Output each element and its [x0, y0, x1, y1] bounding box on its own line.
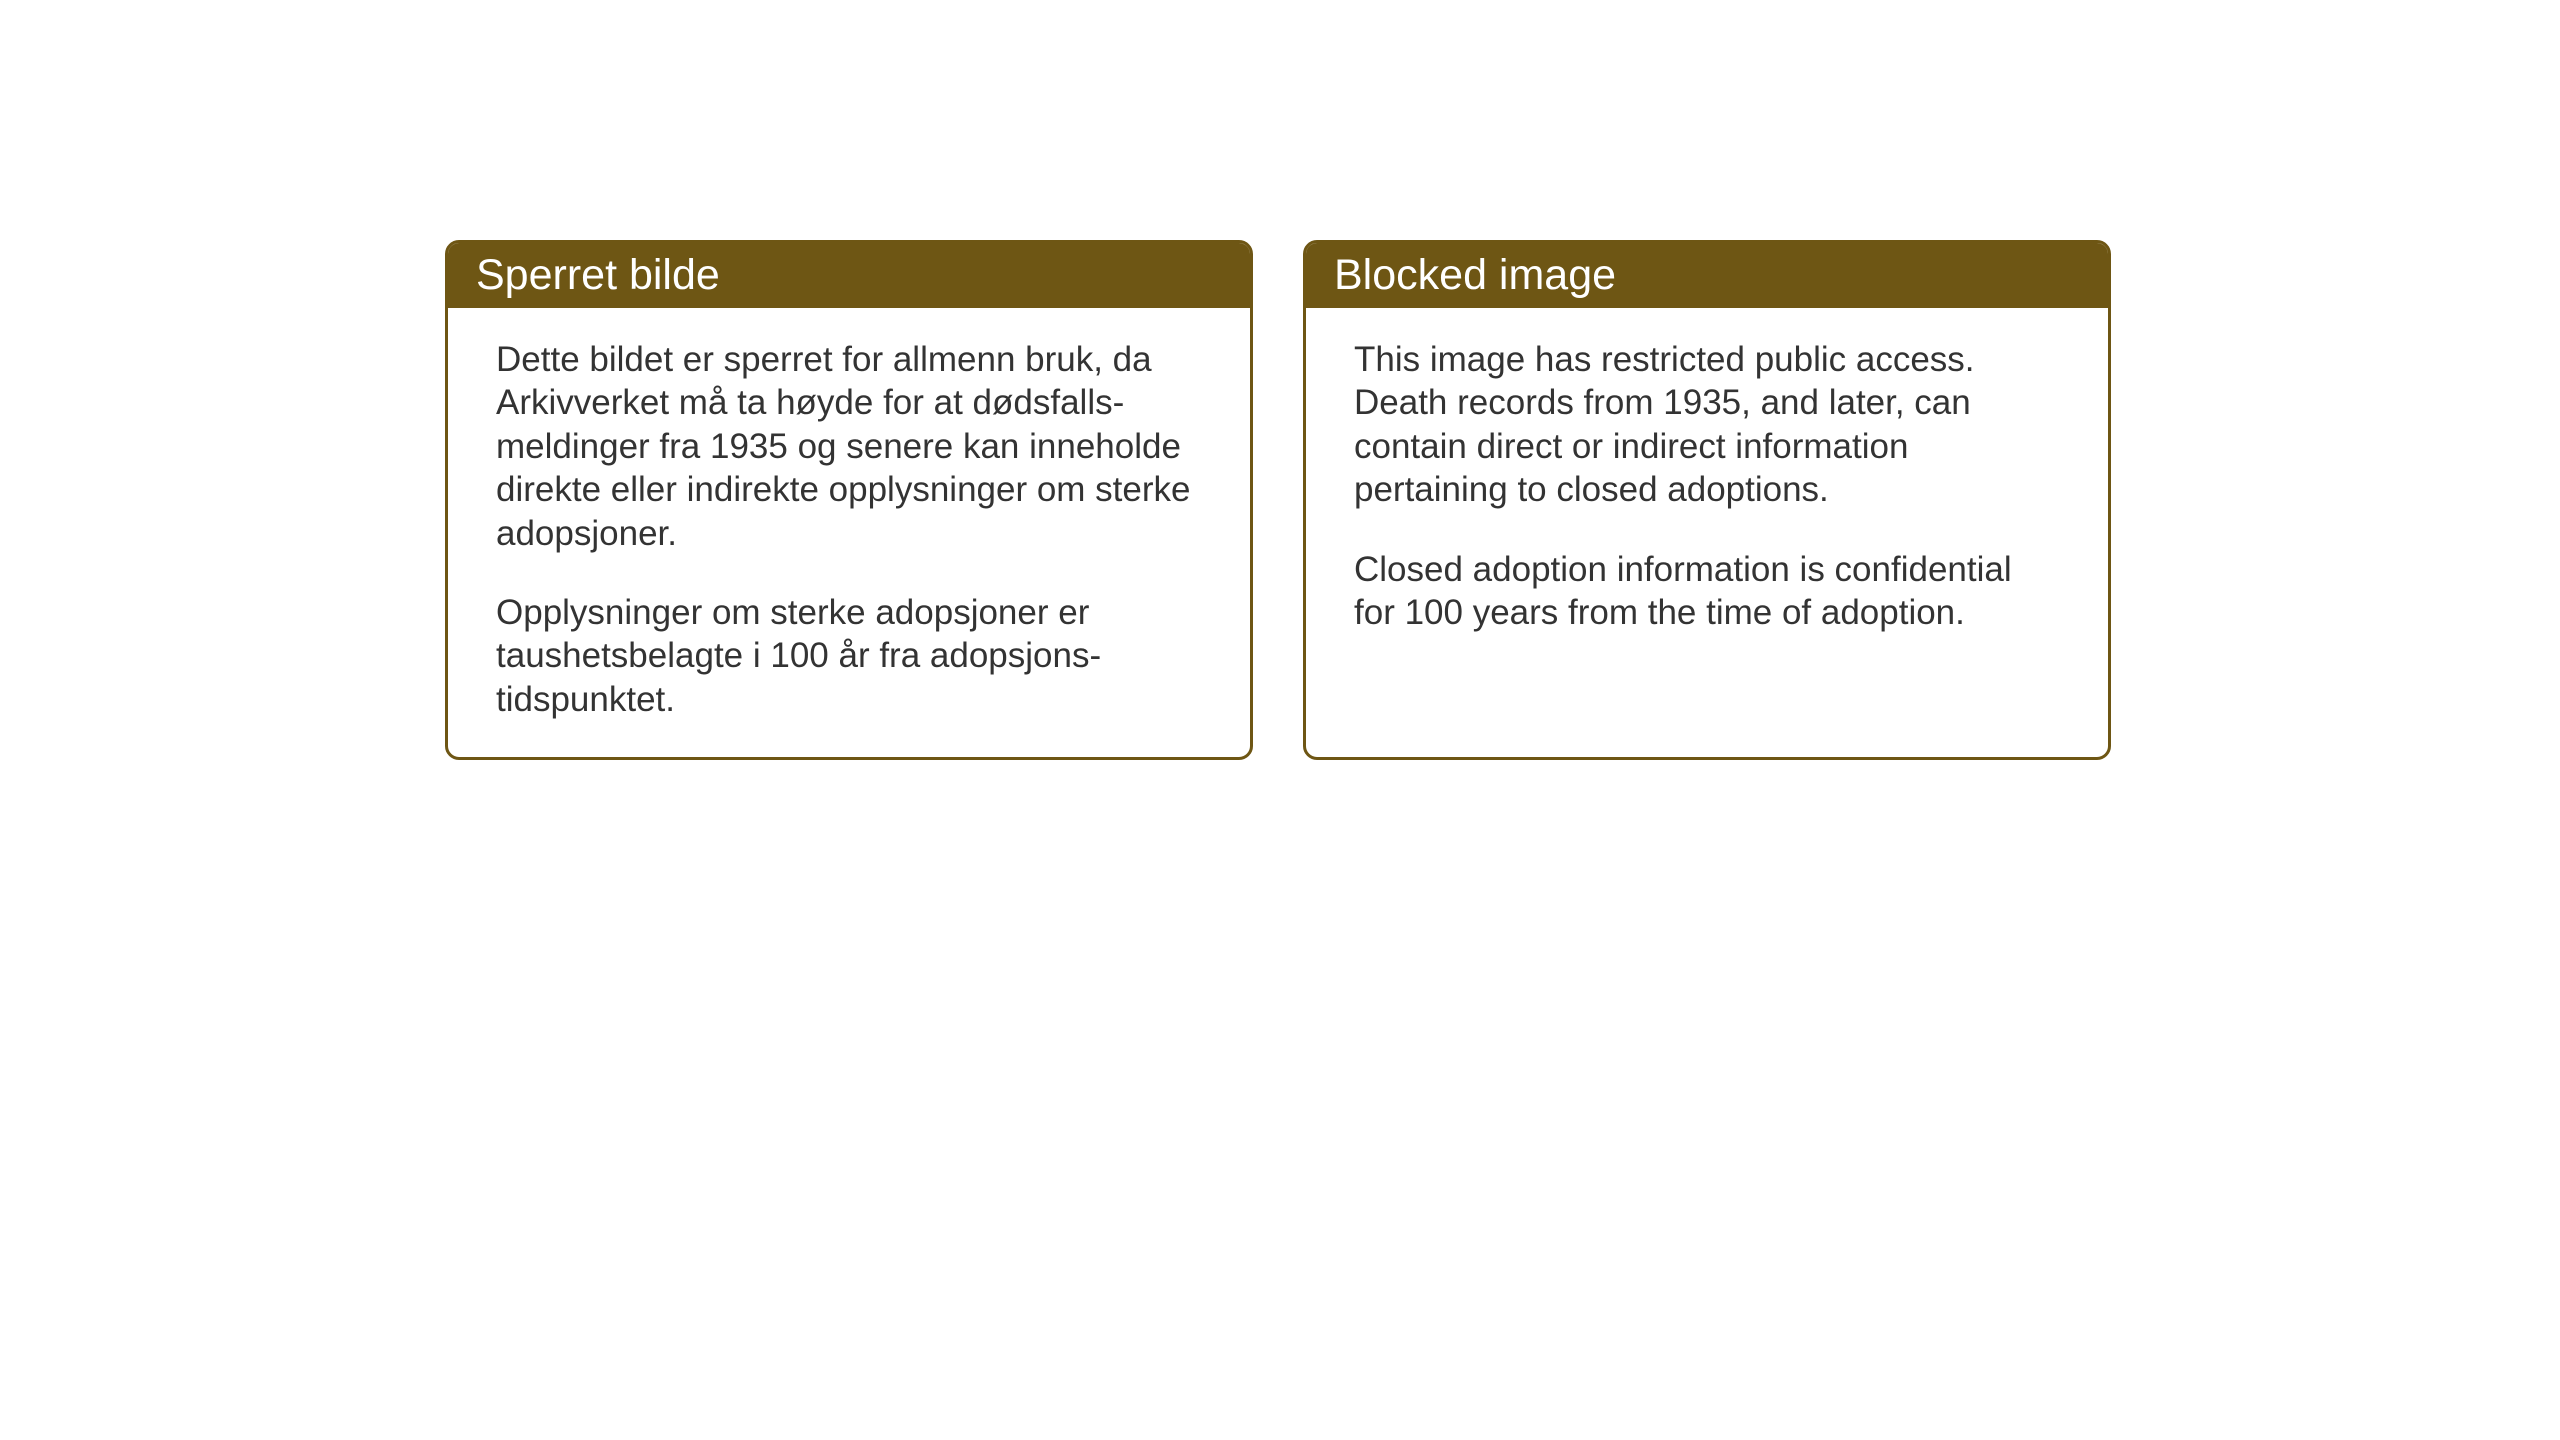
card-body-norwegian: Dette bildet er sperret for allmenn bruk… [448, 308, 1250, 757]
notice-card-english: Blocked image This image has restricted … [1303, 240, 2111, 760]
card-title: Blocked image [1334, 251, 1616, 299]
card-paragraph: Closed adoption information is confident… [1354, 548, 2060, 635]
card-title: Sperret bilde [476, 251, 720, 299]
card-header-norwegian: Sperret bilde [448, 243, 1250, 308]
card-paragraph: Opplysninger om sterke adopsjoner er tau… [496, 591, 1202, 721]
card-header-english: Blocked image [1306, 243, 2108, 308]
notice-card-norwegian: Sperret bilde Dette bildet er sperret fo… [445, 240, 1253, 760]
card-body-english: This image has restricted public access.… [1306, 308, 2108, 708]
card-paragraph: Dette bildet er sperret for allmenn bruk… [496, 338, 1202, 555]
notice-container: Sperret bilde Dette bildet er sperret fo… [445, 240, 2111, 760]
card-paragraph: This image has restricted public access.… [1354, 338, 2060, 512]
